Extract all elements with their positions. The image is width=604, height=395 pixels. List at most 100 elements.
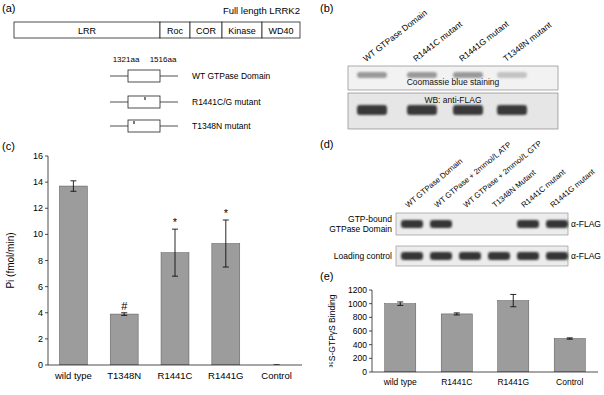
domain-box [14,22,160,38]
construct-box [128,120,160,132]
y-tick-label: 0 [38,360,43,370]
error-bar [567,338,573,339]
domain-label: WD40 [268,26,293,36]
annotation: * [173,216,178,228]
domain-box [222,22,262,38]
blot-band [357,105,387,115]
error-cap [121,315,127,316]
y-axis-label: Pi (fmol/min) [5,232,16,288]
blot-band [497,72,527,78]
bar [385,304,416,372]
domain-label: Roc [167,26,184,36]
plot-area [59,181,279,365]
bar [441,314,472,372]
blot-row-label: GTP-bound [348,214,392,224]
blot-band [546,220,568,228]
y-tick-label: 1200 [348,285,367,295]
y-tick [45,156,48,157]
y-tick [369,303,372,304]
figure: (a)(b)(c)(d)(e)Full length LRRK2LRRRocCO… [0,0,604,395]
blot-strip [396,213,568,235]
y-tick [369,317,372,318]
y-tick-label: 12 [33,203,43,213]
y-tick-label: 200 [353,353,367,363]
error-cap [70,180,76,181]
x-axis [48,365,302,366]
y-tick [369,290,372,291]
panel-label: (b) [320,2,333,14]
y-tick [45,286,48,287]
error-bar [70,181,76,191]
x-axis [372,372,598,373]
y-tick-label: 600 [353,326,367,336]
y-tick-label: 8 [38,256,43,266]
mutation-mark [144,97,145,100]
error-cap [223,220,229,221]
error-cap [397,305,403,306]
y-tick-label: 16 [33,151,43,161]
x-tick-label: Control [261,370,292,381]
domain-label: COR [196,26,217,36]
bar [110,314,138,365]
plot-area [385,294,586,372]
construct-line [110,126,128,127]
y-tick-label: 1000 [348,299,367,309]
construct-box [128,70,160,82]
domain-box [160,22,190,38]
blot-band [546,252,568,260]
error-cap [223,267,229,268]
x-tick-label: R1441G [497,377,529,387]
bar [59,186,87,365]
y-tick-label: 0 [362,367,367,377]
annotation: * [224,207,229,219]
error-stem [73,181,74,191]
bar [498,301,529,372]
error-bar [172,229,178,276]
y-tick [45,312,48,313]
blot-band [453,105,483,115]
y-tick [369,372,372,373]
y-axis-label: ³⁵S-GTPγS Binding [327,294,337,367]
y-tick-label: 4 [38,308,43,318]
error-bar [510,294,516,306]
blot-band [488,252,510,260]
y-tick-label: 400 [353,340,367,350]
blot-band [407,105,437,115]
construct-box [128,96,160,108]
error-cap [454,312,460,313]
error-cap [510,306,516,307]
range-label: 1321aa [113,55,140,64]
y-tick [45,338,48,339]
x-tick-label: T1348N [107,370,141,381]
y-tick [45,365,48,366]
antibody-label: α-FLAG [571,251,601,261]
error-cap [172,229,178,230]
blot-band [430,252,452,260]
lane-label: R1441C mutant [411,19,465,64]
blot-band [401,220,423,228]
panel-label: (e) [320,270,333,282]
domain-box [262,22,300,38]
blot-band [497,105,527,115]
error-cap [121,312,127,313]
mutation-mark [133,121,134,124]
panel-label: (c) [2,140,15,152]
y-tick [369,331,372,332]
error-cap [567,337,573,338]
blot-row-label: Coomassie blue staining [407,77,500,87]
construct-line [160,102,178,103]
error-bar [397,302,403,305]
domain-label: LRR [78,26,97,36]
error-stem [175,229,176,276]
error-stem [513,294,514,306]
blot-band [401,252,423,260]
x-tick-label: wild type [383,377,417,387]
y-tick [369,358,372,359]
construct-label: R1441C/G mutant [192,97,261,107]
blot-band [357,72,387,78]
blot-band [517,252,539,260]
y-tick-label: 6 [38,282,43,292]
blot-row-label: Loading control [334,251,392,261]
diagram-title: Full length LRRK2 [223,5,300,16]
construct-line [160,126,178,127]
